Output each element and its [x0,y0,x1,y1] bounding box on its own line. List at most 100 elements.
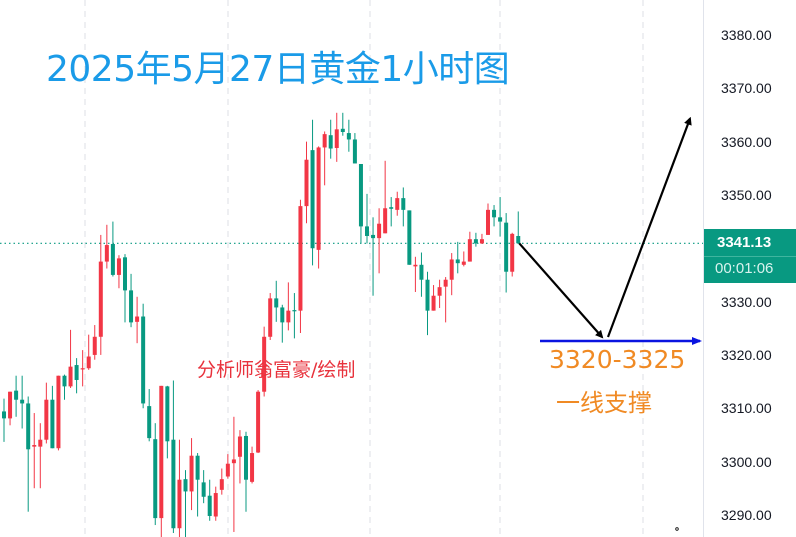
candle-body [159,385,164,519]
candle-body [86,356,91,369]
candle-body [237,436,242,457]
price-tick-label: 3380.00 [721,27,772,43]
candle-body [225,463,230,477]
price-tick-label: 3370.00 [721,80,772,97]
candle [14,375,19,417]
candle [413,256,418,292]
candle-body [322,134,327,148]
candle-body [377,223,382,239]
candle [437,279,442,308]
cursor-dot-icon [675,527,679,531]
candle-body [8,391,13,419]
candle-body [62,375,67,387]
candle-body [340,128,345,132]
candle [183,470,188,537]
candle-body [123,257,127,291]
candle-body [2,411,6,419]
candle [177,439,182,537]
candle [225,454,230,479]
candle-body [316,147,321,250]
candle [237,430,242,484]
candle [141,303,146,409]
candle-body [219,479,224,490]
candlestick-chart [0,0,703,537]
candle-body [147,406,152,439]
candle [286,282,291,331]
candle [268,293,273,340]
chart-title: 2025年5月27日黄金1小时图 [46,49,510,90]
candle-body [262,336,267,392]
candle-body [183,479,188,492]
candle-body [292,310,297,312]
candle [32,413,37,489]
candle-body [129,290,134,323]
candle-body [352,139,357,164]
candle-body [244,435,248,480]
candle [80,350,85,387]
candle [201,470,206,504]
candle-body [425,279,430,311]
candle-body [389,207,394,209]
price-axis[interactable]: 3380.00 3370.00 3360.00 3350.00 3330.00 3320.… [703,0,796,537]
candle [304,141,309,224]
candle-body [20,399,25,404]
candle-body [431,295,436,311]
candle [8,391,13,426]
candle-body [74,365,79,380]
candle [498,197,503,237]
candle [92,325,97,360]
candle [322,131,327,186]
candle-body [201,482,206,497]
candle [165,385,170,459]
candle [147,389,152,442]
candle-body [510,233,515,272]
candle [2,398,6,442]
candle-body [56,375,61,449]
candle [207,479,212,521]
candle [171,380,176,534]
candle-body [274,298,279,308]
candle [431,285,436,311]
candle [334,112,339,162]
candle [26,396,31,512]
candle [256,390,261,454]
candle [365,193,369,244]
candle-body [365,226,369,236]
candle [189,438,194,511]
candle-body [498,217,503,222]
candle-body [467,239,472,262]
candle [219,468,224,495]
candle [280,304,285,343]
candle [68,329,73,388]
candle-body [207,495,212,516]
candle [310,119,315,266]
candle-body [280,307,285,323]
candle-body [26,403,31,450]
candle-body [486,209,490,235]
candle-body [68,366,73,387]
candle [56,375,61,451]
candle [20,375,25,429]
candle [231,416,236,532]
candle [389,197,394,227]
candle [425,271,430,336]
candle-body [298,206,303,311]
candle [104,224,109,269]
candle-body [80,368,85,370]
candle [467,231,472,262]
candle [492,205,497,227]
candle [328,119,333,159]
candle-body [213,493,218,517]
candle-body [455,259,460,264]
candle-body [92,336,97,355]
candle [516,211,521,244]
candle [262,326,267,397]
candle [443,277,448,323]
candle-body [358,163,363,227]
candle [504,213,509,293]
candle [274,280,279,322]
candle-body [135,316,140,322]
candle [377,208,382,274]
candle-body [504,222,509,272]
candle-body [44,399,49,440]
